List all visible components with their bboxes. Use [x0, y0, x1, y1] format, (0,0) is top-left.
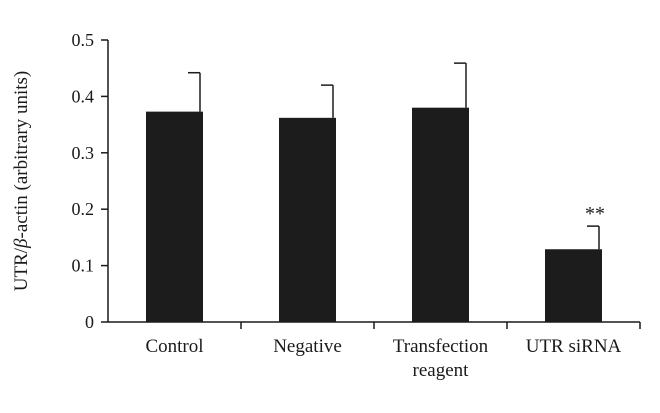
x-ticks: [240, 322, 641, 329]
y-axis-title-part: UTR/: [11, 247, 32, 291]
y-tick-label: 0.1: [72, 256, 95, 276]
y-tick-label: 0.3: [72, 143, 95, 163]
category-label: UTR siRNA: [526, 336, 622, 357]
y-axis-title-part: -actin (arbitrary units): [11, 71, 32, 239]
y-ticks: 0 0.1 0.2 0.3 0.4 0.5: [72, 30, 108, 332]
y-axis-title: UTR/β-actin (arbitrary units): [11, 71, 32, 292]
category-label: reagent: [413, 360, 470, 381]
bar: [279, 117, 336, 322]
category-label: Transfection: [393, 336, 489, 357]
category-label: Control: [145, 336, 203, 357]
category-labels: Control Negative Transfection reagent UTR si…: [145, 336, 621, 381]
y-tick-label: 0: [85, 312, 94, 332]
y-tick-label: 0.2: [72, 199, 95, 219]
y-tick-label: 0.5: [72, 30, 95, 50]
bar: [412, 107, 469, 323]
bar: [146, 111, 203, 323]
category-label: Negative: [273, 336, 342, 357]
y-axis-title-part: β: [11, 238, 32, 249]
bar: [545, 249, 602, 322]
significance-label: **: [585, 203, 605, 225]
bars: **: [146, 62, 605, 323]
y-tick-label: 0.4: [72, 86, 95, 106]
